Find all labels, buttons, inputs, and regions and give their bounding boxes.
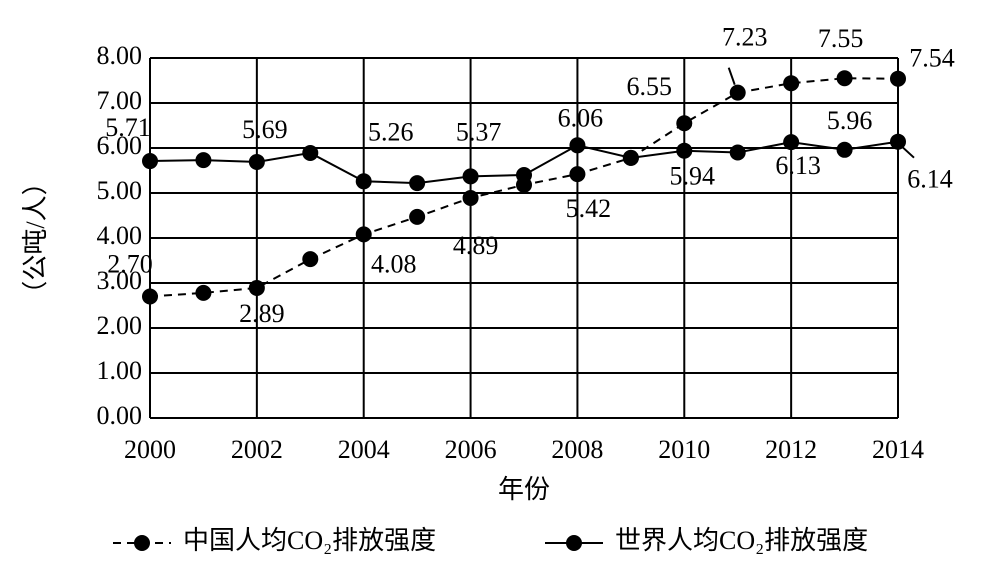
x-tick-label: 2012 (765, 435, 817, 464)
data-label: 5.96 (827, 106, 873, 135)
y-tick-label: 3.00 (97, 266, 143, 295)
y-tick-label: 5.00 (97, 176, 143, 205)
data-label: 5.69 (242, 115, 288, 144)
x-tick-label: 2000 (124, 435, 176, 464)
data-point (516, 167, 532, 183)
x-tick-label: 2014 (872, 435, 924, 464)
y-tick-label: 1.00 (97, 356, 143, 385)
data-point (569, 137, 586, 154)
data-label: 6.06 (558, 103, 604, 132)
data-label: 5.42 (566, 194, 612, 223)
y-axis-label: （公吨/人） (21, 169, 50, 306)
data-point (729, 84, 746, 101)
data-label: 5.26 (368, 117, 414, 146)
x-tick-label: 2006 (445, 435, 497, 464)
data-point (142, 153, 158, 170)
data-label: 6.55 (627, 72, 673, 101)
data-label: 7.55 (818, 24, 864, 53)
y-tick-label: 2.00 (97, 311, 143, 340)
legend-label: 中国人均CO₂排放强度 (183, 526, 436, 555)
data-point (409, 208, 426, 225)
y-tick-label: 7.00 (97, 86, 143, 115)
data-label: 6.14 (907, 165, 953, 194)
data-point (248, 153, 265, 170)
data-point (302, 144, 319, 161)
data-point (836, 141, 853, 158)
data-label: 2.70 (107, 249, 153, 278)
x-tick-label: 2008 (551, 435, 603, 464)
data-point (302, 251, 319, 268)
data-point (195, 284, 212, 301)
data-point (676, 142, 693, 159)
y-tick-label: 6.00 (97, 131, 143, 160)
data-label: 7.23 (722, 23, 768, 52)
data-point (355, 226, 372, 243)
data-point (890, 70, 906, 87)
y-tick-label: 8.00 (97, 41, 143, 70)
data-point (462, 168, 479, 185)
data-label: 5.71 (105, 113, 151, 142)
y-tick-label: 4.00 (97, 221, 143, 250)
leader-line (727, 67, 736, 85)
data-label: 2.89 (239, 299, 285, 328)
data-point (355, 173, 372, 190)
data-point (890, 133, 906, 150)
legend-label: 世界人均CO₂排放强度 (615, 526, 868, 555)
x-tick-label: 2010 (658, 435, 710, 464)
leader-line (901, 145, 915, 159)
legend-marker (566, 535, 582, 551)
data-point (195, 152, 212, 169)
data-point (462, 189, 479, 206)
data-label: 5.37 (456, 117, 502, 146)
data-label: 7.54 (909, 44, 955, 73)
data-point (142, 288, 158, 305)
x-axis-label: 年份 (498, 475, 550, 504)
data-point (676, 115, 693, 132)
data-point (729, 144, 746, 161)
data-label: 6.13 (775, 151, 821, 180)
data-point (248, 279, 265, 296)
y-tick-label: 0.00 (97, 401, 143, 430)
x-tick-label: 2002 (231, 435, 283, 464)
x-tick-label: 2004 (338, 435, 390, 464)
legend-marker (134, 535, 150, 551)
data-point (569, 166, 586, 183)
data-label: 4.89 (453, 231, 499, 260)
data-label: 5.94 (670, 162, 716, 191)
data-point (836, 70, 853, 87)
data-point (409, 175, 426, 192)
data-point (783, 75, 800, 92)
data-label: 4.08 (371, 249, 417, 278)
data-point (622, 149, 639, 166)
data-point (783, 134, 800, 151)
